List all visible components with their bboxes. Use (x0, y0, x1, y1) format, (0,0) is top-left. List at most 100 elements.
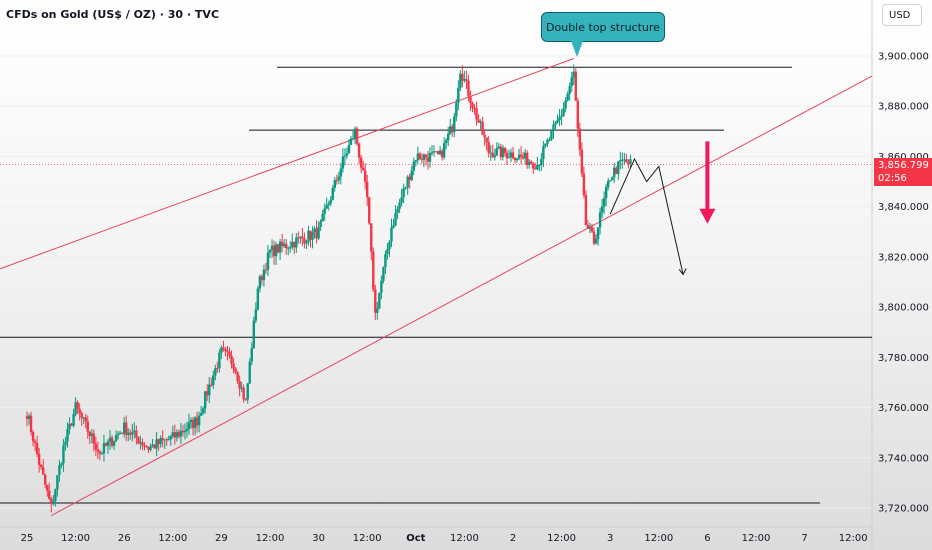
candle-body (72, 414, 75, 426)
candle (141, 438, 144, 451)
candle-body (262, 269, 266, 281)
candle (453, 112, 456, 138)
candle (70, 422, 73, 427)
candle (590, 223, 594, 233)
candle-body (64, 441, 67, 446)
candle-body (110, 437, 114, 446)
candle (469, 90, 472, 111)
candle-body (218, 352, 221, 369)
candle-body (297, 237, 300, 239)
horizontal-levels (0, 66, 872, 504)
candle-body (465, 79, 468, 81)
candle (321, 210, 324, 222)
candle-body (319, 221, 322, 227)
candle (145, 445, 148, 448)
candle-body (424, 154, 428, 158)
time-axis[interactable]: 25 12:00 26 12:00 29 12:00 30 12:00 Oct 12:00 2 12:… (21, 533, 868, 544)
candle-body (604, 187, 608, 199)
candle (414, 160, 417, 167)
candle (339, 163, 343, 185)
candle-body (307, 230, 310, 242)
candle-body (361, 167, 365, 171)
candle-body (44, 474, 47, 485)
time-tick-label: 7 (801, 533, 807, 544)
candle-body (149, 446, 152, 450)
time-tick-label: 12:00 (256, 533, 285, 544)
candle (606, 177, 610, 191)
candle (206, 384, 209, 401)
candle (305, 239, 308, 250)
candle-body (127, 432, 130, 435)
candle-body (483, 134, 486, 138)
candle (272, 240, 276, 265)
candle (242, 384, 245, 403)
candle-body (305, 241, 308, 244)
candle (382, 266, 385, 284)
candle (92, 429, 96, 452)
candle (398, 198, 401, 213)
candle-body (199, 413, 203, 416)
candle (525, 150, 529, 169)
symbol-title[interactable]: CFDs on Gold (US$ / OZ) · 30 · TVC (6, 8, 220, 21)
price-tick-label: 3,820.000 (878, 252, 929, 263)
candle (282, 238, 286, 249)
candle-body (489, 152, 492, 154)
candle-body (165, 439, 168, 441)
candle-body (408, 176, 411, 180)
candle (600, 199, 604, 219)
candle-body (230, 355, 233, 364)
candle (177, 429, 181, 439)
candle-body (35, 443, 39, 455)
candle-body (252, 320, 255, 349)
candle-body (125, 422, 128, 435)
candle-body (611, 177, 614, 181)
candle (161, 430, 164, 448)
price-axis[interactable]: 3,720.000 3,740.000 3,760.000 3,780.000 3,80… (878, 52, 929, 515)
candle-body (159, 438, 162, 445)
projection-arrowhead (678, 268, 687, 276)
candle-body (84, 417, 87, 422)
candle (368, 196, 371, 225)
candle-body (572, 71, 575, 78)
candle (222, 340, 225, 352)
channel-upper-line (0, 58, 574, 270)
candle-body (242, 387, 245, 400)
bar-countdown: 02:56 (878, 173, 907, 184)
candle (280, 233, 284, 253)
candle (540, 152, 543, 171)
time-tick-label: 12:00 (839, 533, 868, 544)
candle (175, 429, 179, 442)
candle (568, 82, 571, 101)
candle (507, 149, 511, 159)
candle-body (133, 430, 136, 433)
candle-body (54, 489, 57, 502)
time-tick-label: 2 (510, 533, 516, 544)
candle (289, 241, 292, 253)
candle (201, 406, 205, 415)
candle (295, 233, 298, 253)
candle (408, 173, 411, 189)
candle-body (590, 227, 594, 232)
currency-selector[interactable]: USD (882, 4, 922, 26)
candle-body (602, 198, 606, 207)
candle-body (511, 152, 515, 159)
candle (25, 411, 29, 427)
candle-body (291, 241, 294, 248)
candle (301, 228, 304, 246)
candle (98, 449, 102, 460)
candle-body (355, 128, 359, 144)
candle-body (86, 421, 89, 432)
candle-body (183, 431, 187, 433)
candle (380, 275, 383, 300)
time-tick-label: 30 (312, 533, 325, 544)
candle-body (278, 241, 282, 253)
candle-body (206, 391, 209, 396)
candle-body (341, 156, 345, 169)
candle-body (106, 441, 110, 446)
candle-body (285, 243, 288, 249)
candle (627, 159, 630, 169)
time-tick-label: 12:00 (353, 533, 382, 544)
time-tick-label: 29 (215, 533, 228, 544)
candle-body (528, 161, 531, 166)
